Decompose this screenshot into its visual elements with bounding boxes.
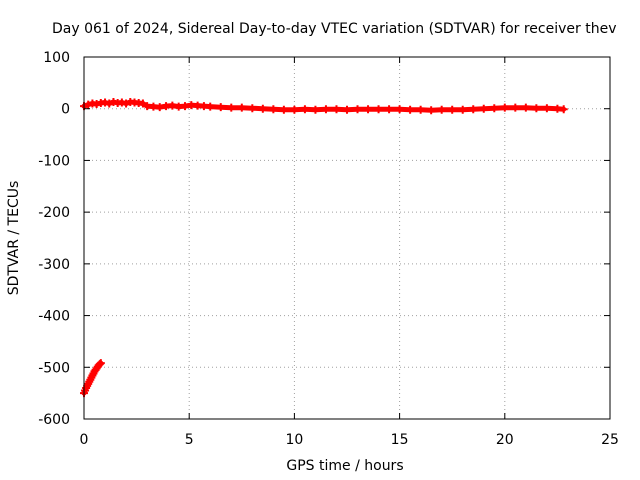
data-point	[92, 100, 101, 109]
x-axis-ticks: 0 5 10 15 20 25	[80, 57, 619, 448]
data-point	[374, 105, 383, 114]
data-point	[84, 100, 93, 109]
data-point	[448, 105, 457, 114]
data-point	[155, 103, 164, 112]
data-point	[248, 104, 257, 113]
x-tick-label: 0	[80, 432, 89, 448]
plot-frame	[83, 56, 611, 420]
data-point	[95, 360, 104, 369]
data-point	[168, 101, 177, 110]
data-point	[216, 103, 225, 112]
y-tick-label: 100	[43, 50, 70, 66]
data-point	[353, 105, 362, 114]
data-point	[511, 103, 520, 112]
x-tick-label: 20	[496, 432, 514, 448]
data-points	[80, 97, 568, 398]
data-point	[542, 104, 551, 113]
chart-title: Day 061 of 2024, Sidereal Day-to-day VTE…	[52, 21, 616, 37]
data-point	[469, 105, 478, 114]
grid-lines	[84, 57, 610, 419]
data-point	[479, 104, 488, 113]
data-point	[109, 97, 118, 106]
data-point	[101, 98, 110, 107]
data-point	[180, 102, 189, 111]
x-tick-label: 25	[601, 432, 619, 448]
y-tick-label: 0	[61, 102, 70, 118]
data-point	[269, 105, 278, 114]
series-0	[80, 97, 568, 115]
y-axis-ticks: 100 0 -100 -200 -300 -400 -500 -600	[38, 50, 610, 428]
data-point	[138, 99, 147, 108]
x-tick-label: 10	[285, 432, 303, 448]
data-point	[343, 105, 351, 114]
y-tick-label: -300	[38, 257, 70, 273]
data-point	[437, 105, 446, 114]
data-point	[385, 105, 394, 114]
data-point	[227, 103, 236, 112]
data-point	[258, 104, 267, 113]
data-point	[290, 105, 299, 114]
data-point	[364, 105, 373, 114]
data-point	[237, 103, 246, 112]
data-point	[206, 102, 215, 111]
data-point	[458, 105, 467, 114]
x-tick-label: 15	[391, 432, 409, 448]
data-point	[395, 105, 404, 114]
data-point	[117, 98, 126, 107]
y-tick-label: -500	[38, 360, 70, 376]
data-point	[559, 105, 568, 114]
data-point	[96, 359, 105, 368]
data-point	[321, 105, 330, 114]
series-1	[80, 359, 105, 398]
y-tick-label: -600	[38, 412, 70, 428]
x-tick-label: 5	[185, 432, 194, 448]
y-tick-label: -200	[38, 205, 70, 221]
data-point	[427, 106, 436, 115]
data-point	[311, 105, 320, 114]
data-point	[300, 105, 309, 114]
data-point	[490, 104, 499, 113]
y-axis-label: SDTVAR / TECUs	[6, 181, 22, 296]
data-point	[122, 99, 131, 108]
x-axis-label: GPS time / hours	[286, 458, 403, 474]
data-point	[279, 105, 288, 114]
data-point	[521, 103, 530, 112]
data-point	[105, 99, 114, 108]
data-point	[406, 105, 415, 114]
data-point	[332, 105, 341, 114]
data-point	[532, 104, 541, 113]
y-tick-label: -100	[38, 153, 70, 169]
data-point	[416, 105, 425, 114]
y-tick-label: -400	[38, 309, 70, 325]
data-point	[500, 103, 509, 112]
